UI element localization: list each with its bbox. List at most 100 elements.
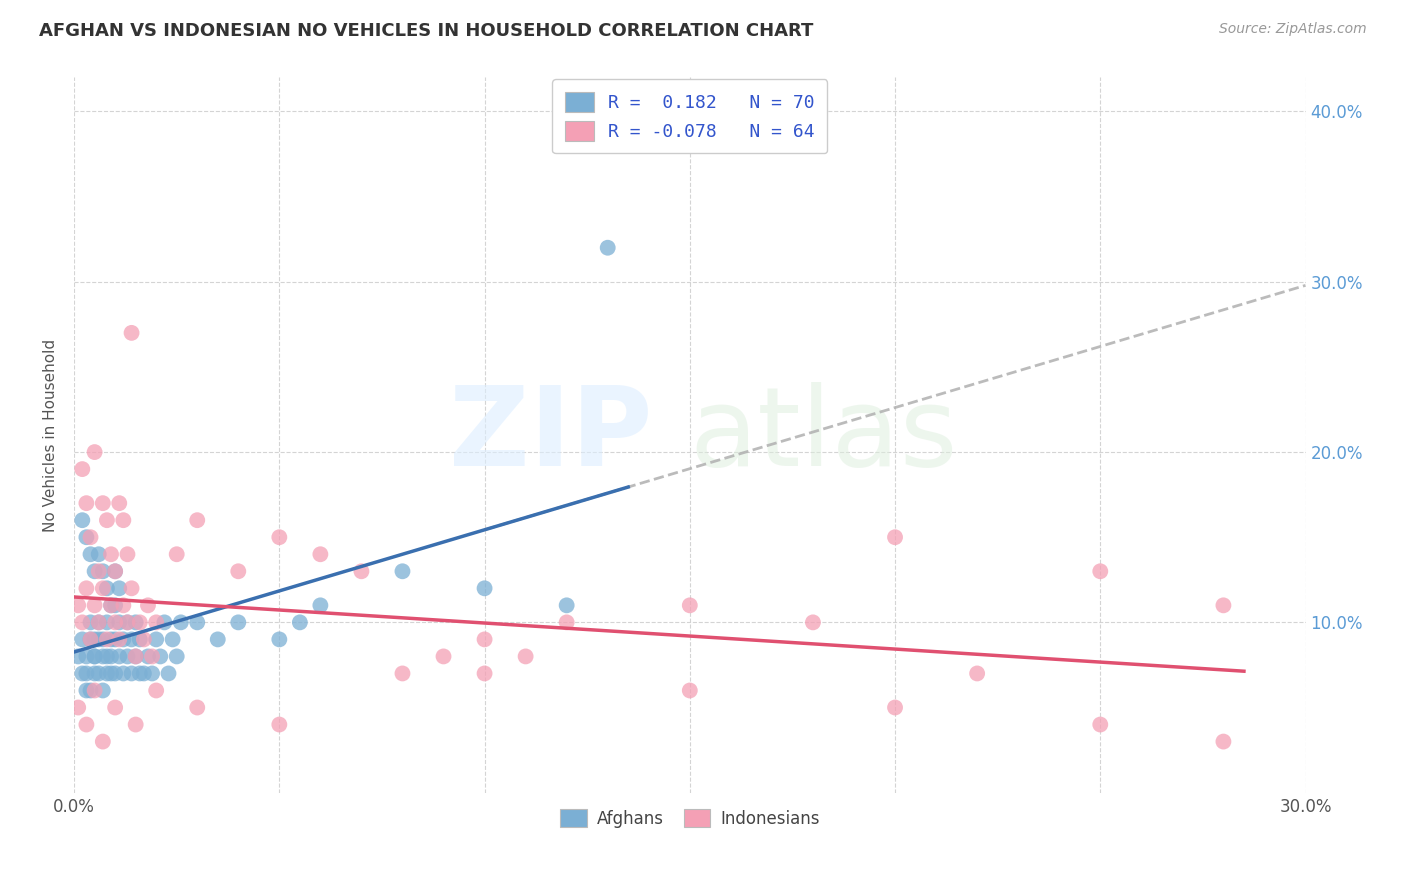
Point <box>474 582 496 596</box>
Point <box>132 666 155 681</box>
Point <box>91 734 114 748</box>
Point <box>186 700 208 714</box>
Point <box>83 683 105 698</box>
Point <box>104 615 127 630</box>
Point <box>170 615 193 630</box>
Point <box>269 717 291 731</box>
Point <box>72 513 94 527</box>
Point <box>474 632 496 647</box>
Point <box>309 547 332 561</box>
Point <box>104 666 127 681</box>
Point <box>75 717 97 731</box>
Point <box>87 615 110 630</box>
Point <box>108 496 131 510</box>
Point <box>96 582 118 596</box>
Point <box>149 649 172 664</box>
Point <box>124 649 146 664</box>
Point <box>108 649 131 664</box>
Point <box>121 582 143 596</box>
Text: atlas: atlas <box>690 382 959 489</box>
Point <box>226 615 249 630</box>
Point <box>96 666 118 681</box>
Point <box>79 615 101 630</box>
Point <box>186 615 208 630</box>
Point <box>79 632 101 647</box>
Point <box>100 666 122 681</box>
Point <box>79 530 101 544</box>
Point <box>555 615 578 630</box>
Point <box>121 326 143 340</box>
Point <box>166 547 188 561</box>
Point <box>141 649 163 664</box>
Point <box>124 649 146 664</box>
Point <box>83 599 105 613</box>
Point <box>309 599 332 613</box>
Point <box>432 649 454 664</box>
Point <box>104 564 127 578</box>
Point <box>226 564 249 578</box>
Point <box>96 649 118 664</box>
Point <box>72 615 94 630</box>
Point <box>108 615 131 630</box>
Point <box>96 632 118 647</box>
Point <box>136 599 159 613</box>
Point <box>145 683 167 698</box>
Point <box>124 717 146 731</box>
Point <box>112 666 135 681</box>
Point <box>117 615 139 630</box>
Point <box>79 547 101 561</box>
Point <box>83 649 105 664</box>
Point <box>75 666 97 681</box>
Point <box>100 632 122 647</box>
Point <box>79 632 101 647</box>
Point <box>391 564 413 578</box>
Point <box>124 615 146 630</box>
Point <box>91 683 114 698</box>
Point <box>104 700 127 714</box>
Point <box>1090 717 1112 731</box>
Point <box>83 564 105 578</box>
Point <box>288 615 311 630</box>
Point <box>269 632 291 647</box>
Point <box>91 649 114 664</box>
Point <box>91 496 114 510</box>
Point <box>100 599 122 613</box>
Point <box>145 632 167 647</box>
Point <box>679 599 702 613</box>
Point <box>207 632 229 647</box>
Point <box>108 582 131 596</box>
Point <box>104 599 127 613</box>
Point <box>474 666 496 681</box>
Point <box>1212 734 1234 748</box>
Point <box>515 649 537 664</box>
Point <box>87 666 110 681</box>
Point <box>96 615 118 630</box>
Point <box>83 649 105 664</box>
Point <box>108 632 131 647</box>
Point <box>104 564 127 578</box>
Point <box>269 530 291 544</box>
Point <box>87 547 110 561</box>
Point <box>91 632 114 647</box>
Point <box>87 615 110 630</box>
Point <box>1090 564 1112 578</box>
Point <box>596 241 619 255</box>
Point <box>121 666 143 681</box>
Point <box>112 513 135 527</box>
Point <box>132 632 155 647</box>
Point <box>136 649 159 664</box>
Point <box>128 632 150 647</box>
Point <box>117 615 139 630</box>
Point <box>391 666 413 681</box>
Text: Source: ZipAtlas.com: Source: ZipAtlas.com <box>1219 22 1367 37</box>
Point <box>128 615 150 630</box>
Point <box>79 683 101 698</box>
Point <box>157 666 180 681</box>
Point <box>87 632 110 647</box>
Point <box>141 666 163 681</box>
Point <box>67 700 90 714</box>
Point <box>186 513 208 527</box>
Point <box>75 530 97 544</box>
Point <box>350 564 373 578</box>
Point <box>75 649 97 664</box>
